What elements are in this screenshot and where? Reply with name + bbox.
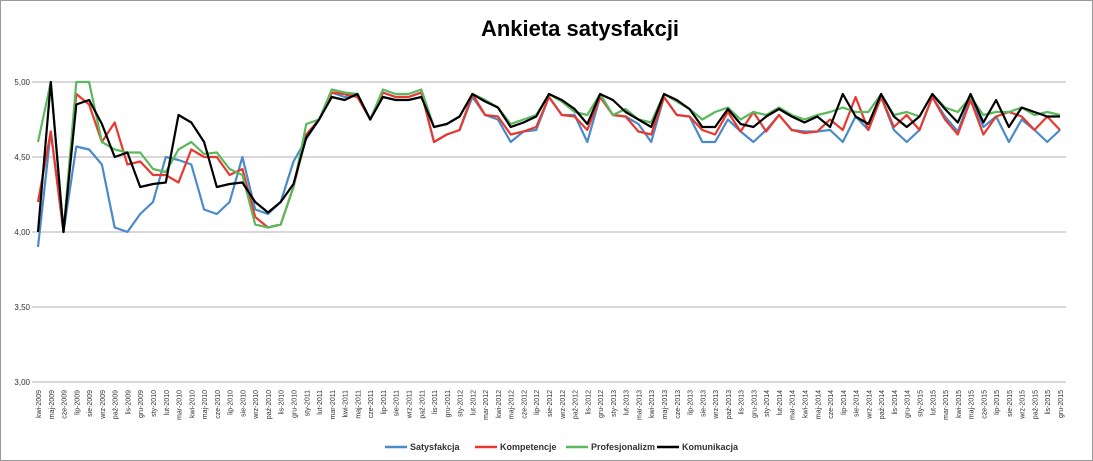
x-tick-label: kwi-2011 (343, 390, 350, 418)
x-tick-label: kwi-2012 (496, 390, 503, 418)
x-tick-label: maj-2012 (509, 390, 516, 419)
x-tick-label: sty-2013 (611, 390, 618, 417)
x-tick-label: wrz-2009 (100, 390, 107, 420)
x-tick-label: gru-2013 (751, 390, 758, 418)
x-tick-label: lip-2011 (381, 390, 388, 414)
x-tick-label: maj-2011 (355, 390, 362, 419)
x-tick-label: lis-2014 (892, 390, 899, 415)
x-tick-label: gru-2010 (292, 390, 299, 418)
legend-text: Satysfakcja (410, 442, 461, 452)
x-tick-label: lis-2009 (125, 390, 132, 415)
legend-text: Komunikacja (682, 442, 739, 452)
x-tick-label: wrz-2011 (406, 390, 413, 419)
x-tick-label: mar-2012 (483, 390, 490, 420)
x-tick-label: kwi-2010 (189, 390, 196, 418)
chart-title: Ankieta satysfakcji (481, 16, 679, 41)
x-tick-label: sty-2014 (764, 390, 771, 417)
x-tick-label: mar-2011 (330, 390, 337, 420)
x-tick-label: maj-2015 (969, 390, 976, 419)
x-tick-label: cze-2011 (368, 390, 375, 418)
x-tick-label: paź-2014 (879, 390, 886, 419)
x-tick-label: wrz-2013 (713, 390, 720, 420)
x-tick-label: gru-2015 (1058, 390, 1065, 418)
x-tick-label: cze-2014 (828, 390, 835, 419)
x-tick-label: sie-2009 (87, 390, 94, 417)
x-tick-label: paź-2009 (113, 390, 120, 419)
y-tick-label: 3,00 (14, 378, 30, 387)
x-tick-label: mar-2013 (636, 390, 643, 420)
x-tick-label: wrz-2014 (866, 390, 873, 420)
x-tick-label: lis-2011 (432, 390, 439, 414)
x-tick-label: sie-2015 (1007, 390, 1014, 417)
x-tick-label: gru-2009 (138, 390, 145, 418)
x-tick-label: lut-2010 (164, 390, 171, 415)
x-tick-label: lut-2011 (317, 390, 324, 415)
x-tick-label: gru-2014 (905, 390, 912, 418)
x-tick-label: sie-2011 (394, 390, 401, 416)
x-tick-label: kwi-2013 (649, 390, 656, 418)
x-tick-label: lis-2012 (585, 390, 592, 415)
x-tick-label: lut-2014 (777, 390, 784, 415)
y-tick-label: 5,00 (14, 78, 30, 87)
x-tick-label: paź-2015 (1032, 390, 1039, 419)
x-tick-label: lis-2010 (279, 390, 286, 415)
x-tick-label: paź-2013 (726, 390, 733, 419)
x-tick-label: cze-2012 (521, 390, 528, 419)
x-tick-label: sie-2010 (240, 390, 247, 417)
x-tick-label: paź-2011 (419, 390, 426, 419)
x-tick-label: lut-2013 (624, 390, 631, 415)
x-tick-label: sie-2012 (547, 390, 554, 417)
x-tick-label: sty-2010 (151, 390, 158, 417)
x-tick-label: maj-2014 (815, 390, 822, 419)
y-tick-label: 4,00 (14, 228, 30, 237)
x-tick-label: kwi-2009 (36, 390, 43, 418)
x-tick-label: sty-2015 (917, 390, 924, 417)
x-tick-label: wrz-2010 (253, 390, 260, 420)
legend-text: Kompetencje (500, 442, 557, 452)
x-tick-label: paź-2012 (573, 390, 580, 419)
x-tick-label: kwi-2015 (956, 390, 963, 418)
x-tick-label: cze-2010 (215, 390, 222, 419)
x-tick-label: cze-2013 (675, 390, 682, 419)
x-tick-label: sie-2013 (700, 390, 707, 417)
x-tick-label: lip-2013 (688, 390, 695, 415)
x-tick-label: gru-2011 (445, 390, 452, 418)
x-tick-label: sie-2014 (854, 390, 861, 417)
x-tick-label: lip-2014 (841, 390, 848, 415)
x-tick-label: kwi-2014 (803, 390, 810, 418)
x-tick-label: mar-2014 (790, 390, 797, 420)
x-tick-label: sty-2012 (458, 390, 465, 417)
x-tick-label: paź-2010 (266, 390, 273, 419)
x-tick-label: lip-2009 (74, 390, 81, 415)
x-tick-label: mar-2015 (943, 390, 950, 420)
x-tick-label: gru-2012 (598, 390, 605, 418)
x-tick-label: maj-2013 (662, 390, 669, 419)
y-tick-label: 3,50 (14, 303, 30, 312)
x-tick-label: cze-2009 (62, 390, 69, 419)
y-tick-label: 4,50 (14, 153, 30, 162)
x-tick-label: wrz-2015 (1020, 390, 1027, 420)
series-line (36, 80, 1060, 234)
x-tick-label: lip-2012 (534, 390, 541, 415)
x-tick-label: wrz-2012 (560, 390, 567, 420)
x-tick-label: sty-2011 (304, 390, 311, 416)
legend-text: Profesjonalizm (591, 442, 655, 452)
x-tick-label: cze-2015 (981, 390, 988, 419)
x-tick-label: lip-2010 (228, 390, 235, 415)
x-tick-label: lis-2013 (739, 390, 746, 415)
x-tick-label: lip-2015 (994, 390, 1001, 415)
x-tick-label: maj-2010 (202, 390, 209, 419)
x-tick-label: mar-2010 (177, 390, 184, 420)
x-tick-label: lut-2012 (470, 390, 477, 415)
x-tick-label: maj-2009 (49, 390, 56, 419)
x-tick-label: lis-2015 (1045, 390, 1052, 415)
x-tick-label: lut-2015 (930, 390, 937, 415)
